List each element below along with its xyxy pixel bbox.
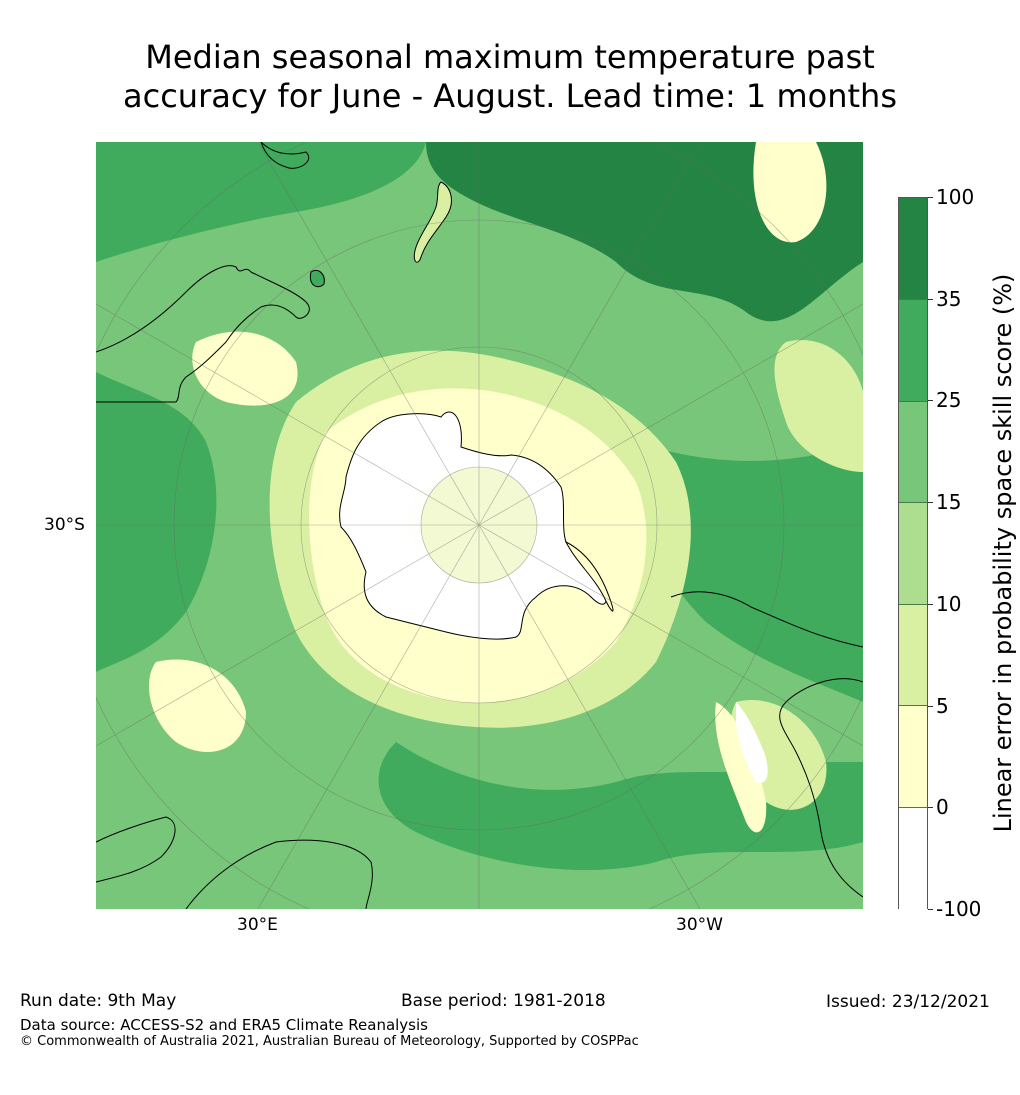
colorbar-tick-label: 5 — [936, 693, 949, 718]
colorbar-tick-mark — [928, 298, 933, 300]
data-source: Data source: ACCESS-S2 and ERA5 Climate … — [20, 1016, 428, 1034]
colorbar-tick-label: 15 — [936, 490, 962, 515]
patch-low-skill-4 — [753, 142, 827, 243]
antarctic-peninsula — [564, 540, 614, 612]
colorbar-tick-mark — [928, 807, 933, 809]
colorbar-bin — [899, 198, 927, 300]
lon-label-30e: 30°E — [237, 915, 278, 935]
chart-title: Median seasonal maximum temperature past… — [0, 38, 1020, 116]
colorbar-bin — [899, 299, 927, 402]
colorbar-bin — [899, 502, 927, 605]
colorbar-tick-label: -100 — [936, 897, 982, 921]
lat-label-30s: 30°S — [44, 515, 85, 535]
run-date: Run date: 9th May — [20, 991, 177, 1011]
colorbar-tick-label: 35 — [936, 286, 962, 311]
colorbar-tick-mark — [928, 909, 933, 910]
high-skill-region-pacific — [426, 142, 863, 322]
south-america-coast — [670, 591, 863, 898]
colorbar-label: Linear error in probability space skill … — [989, 273, 1017, 833]
title-line-1: Median seasonal maximum temperature past — [145, 38, 875, 76]
africa-coast — [185, 839, 373, 909]
issued-date: Issued: 23/12/2021 — [826, 992, 990, 1012]
tasmania-coast — [309, 269, 325, 288]
colorbar-bin — [899, 603, 927, 707]
patch-low-skill-2 — [148, 659, 246, 752]
colorbar-tick-label: 100 — [936, 185, 975, 209]
polar-skill-map — [96, 142, 863, 909]
high-skill-region-indian — [96, 372, 217, 672]
colorbar-bin — [899, 806, 927, 909]
colorbar-tick-mark — [928, 502, 933, 504]
colorbar-bin — [899, 705, 927, 808]
new-guinea-coast — [260, 142, 309, 169]
colorbar-tick-mark — [928, 603, 933, 605]
high-skill-region-atlantic — [634, 442, 863, 702]
colorbar-tick-mark — [928, 400, 933, 402]
colorbar-bin — [899, 400, 927, 504]
colorbar-tick-label: 0 — [936, 795, 949, 820]
colorbar-tick-label: 25 — [936, 388, 962, 413]
patch-low-skill-1 — [192, 331, 298, 406]
graticule — [96, 142, 863, 909]
base-period: Base period: 1981-2018 — [401, 991, 606, 1011]
colorbar-tick-mark — [928, 197, 933, 198]
madagascar-coast — [96, 816, 176, 883]
australia-coast — [96, 265, 310, 403]
lon-label-30w: 30°W — [676, 915, 723, 935]
copyright: © Commonwealth of Australia 2021, Austra… — [20, 1034, 639, 1049]
patch-low-skill-6 — [715, 702, 767, 833]
colorbar-tick-label: 10 — [936, 591, 962, 616]
title-line-2: accuracy for June - August. Lead time: 1… — [123, 77, 897, 115]
colorbar-tick-mark — [928, 705, 933, 707]
colorbar — [898, 197, 928, 909]
south-america-interior-shade — [736, 702, 768, 783]
patch-low-skill-5 — [774, 340, 863, 472]
new-zealand-coast — [413, 181, 452, 263]
